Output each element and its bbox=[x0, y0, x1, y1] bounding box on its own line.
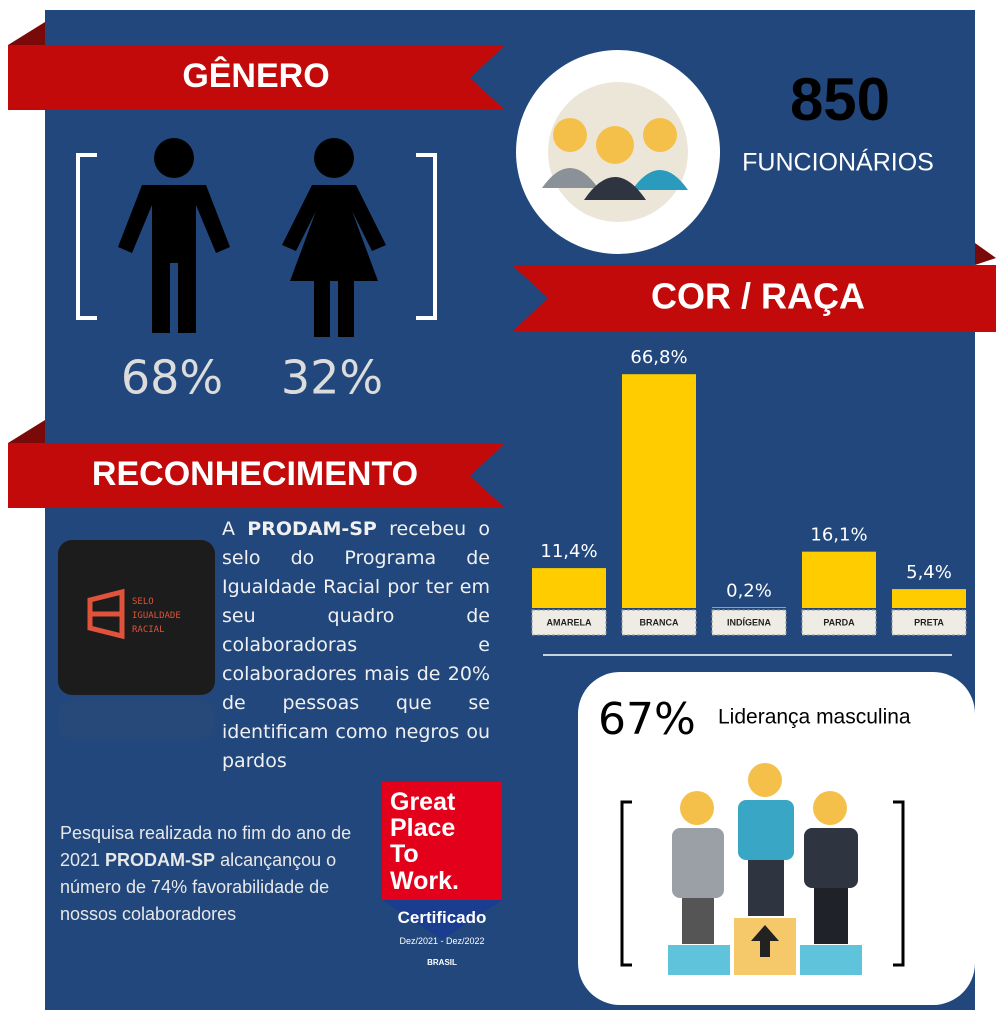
value-label: 5,4% bbox=[906, 562, 952, 583]
text: recebeu o selo do Programa de Igualdade … bbox=[222, 518, 490, 772]
value-label: 11,4% bbox=[540, 541, 597, 562]
badge-text: Place bbox=[390, 814, 455, 842]
bar bbox=[532, 568, 606, 608]
employee-label: FUNCIONÁRIOS bbox=[742, 148, 934, 177]
text-bold: PRODAM-SP bbox=[247, 518, 377, 540]
seal-text: IGUALDADE bbox=[132, 611, 181, 621]
page: GÊNERO COR / RAÇA RECONHECIMENTO 68% 32%… bbox=[0, 0, 996, 1010]
bar bbox=[712, 607, 786, 608]
seal-text: SELO bbox=[132, 597, 154, 607]
female-percent: 32% bbox=[281, 351, 383, 405]
fold bbox=[8, 22, 45, 45]
badge-text: Great bbox=[390, 788, 456, 816]
male-percent: 68% bbox=[121, 351, 223, 405]
section-title: RECONHECIMENTO bbox=[92, 455, 418, 493]
leadership-value: 67% bbox=[598, 694, 696, 745]
category-label: INDÍGENA bbox=[727, 617, 772, 627]
badge-text: Work. bbox=[390, 867, 459, 895]
fold bbox=[975, 243, 996, 265]
survey-text: Pesquisa realizada no fim do ano de 2021… bbox=[60, 820, 380, 928]
bar bbox=[892, 589, 966, 608]
bar bbox=[622, 374, 696, 608]
employee-count: 850 bbox=[790, 66, 890, 133]
badge-period: Dez/2021 - Dez/2022 bbox=[399, 936, 484, 946]
recognition-text: A PRODAM-SP recebeu o selo do Programa d… bbox=[222, 515, 490, 776]
category-label: PRETA bbox=[914, 617, 944, 627]
value-label: 66,8% bbox=[630, 347, 687, 368]
value-label: 0,2% bbox=[726, 580, 772, 601]
category-label: AMARELA bbox=[547, 617, 592, 627]
badge-country: BRASIL bbox=[427, 958, 457, 967]
text: A bbox=[222, 518, 247, 540]
value-label: 16,1% bbox=[810, 525, 867, 546]
badge-text: To bbox=[390, 840, 419, 868]
badge-certified: Certificado bbox=[398, 908, 487, 927]
fold bbox=[8, 420, 45, 443]
seal-text: RACIAL bbox=[132, 625, 165, 635]
seal-reflection bbox=[58, 700, 215, 740]
category-label: PARDA bbox=[823, 617, 855, 627]
leaders-icon bbox=[668, 763, 862, 975]
bar bbox=[802, 552, 876, 608]
leadership-label: Liderança masculina bbox=[718, 706, 911, 729]
section-title: GÊNERO bbox=[182, 57, 329, 95]
category-label: BRANCA bbox=[640, 617, 679, 627]
text-bold: PRODAM-SP bbox=[105, 850, 215, 870]
section-title: COR / RAÇA bbox=[651, 276, 865, 317]
